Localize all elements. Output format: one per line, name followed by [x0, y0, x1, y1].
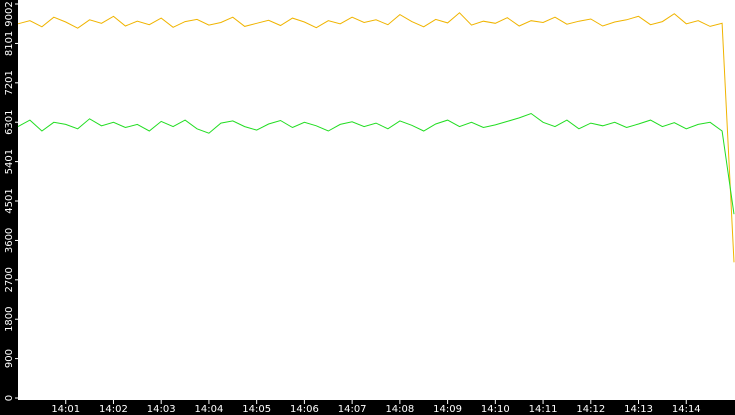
x-tick-label: 14:13 — [624, 404, 653, 415]
x-tick-label: 14:07 — [338, 404, 367, 415]
x-tick-label: 14:04 — [195, 404, 224, 415]
y-tick-label: 0 — [4, 395, 15, 401]
y-tick-label: 8101 — [4, 31, 15, 56]
x-axis-strip — [0, 400, 735, 415]
y-tick-label: 7201 — [4, 70, 15, 95]
y-tick-label: 3600 — [4, 228, 15, 253]
x-tick-label: 14:11 — [529, 404, 558, 415]
x-tick-label: 14:12 — [576, 404, 605, 415]
y-tick-label: 2700 — [4, 267, 15, 292]
y-tick-label: 9002 — [4, 1, 15, 26]
x-tick-label: 14:08 — [385, 404, 414, 415]
x-tick-label: 14:14 — [672, 404, 701, 415]
x-tick-label: 14:02 — [99, 404, 128, 415]
y-tick-label: 1800 — [4, 306, 15, 331]
x-tick-label: 14:05 — [242, 404, 271, 415]
x-tick-label: 14:06 — [290, 404, 319, 415]
series-line — [17, 12, 735, 263]
y-tick-label: 900 — [4, 349, 15, 368]
y-axis-strip — [0, 0, 18, 415]
x-tick-label: 14:03 — [147, 404, 176, 415]
x-tick-label: 14:09 — [433, 404, 462, 415]
series-line — [17, 112, 735, 215]
y-tick-label: 5401 — [4, 149, 15, 174]
y-tick-label: 6301 — [4, 109, 15, 134]
y-tick-label: 4501 — [4, 188, 15, 213]
x-tick-label: 14:10 — [481, 404, 510, 415]
x-tick-label: 14:01 — [51, 404, 80, 415]
